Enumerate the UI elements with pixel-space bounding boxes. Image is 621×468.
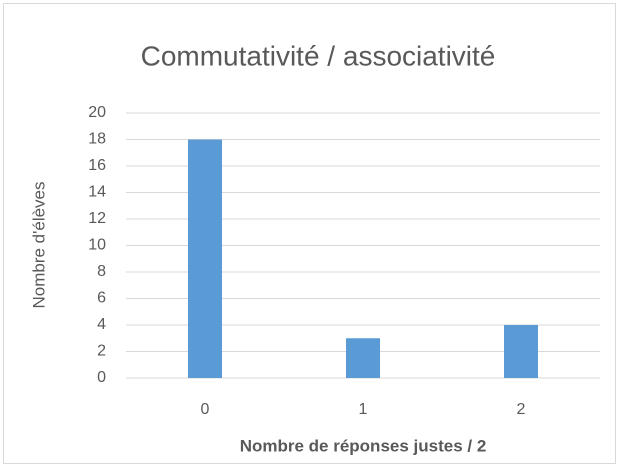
chart-title: Commutativité / associativité bbox=[141, 40, 496, 71]
bar bbox=[346, 338, 380, 378]
y-tick-label: 8 bbox=[97, 263, 106, 280]
y-tick-label: 4 bbox=[97, 316, 106, 333]
y-tick-label: 12 bbox=[88, 210, 106, 227]
bar bbox=[504, 325, 538, 378]
y-tick-label: 14 bbox=[88, 184, 106, 201]
y-tick-label: 18 bbox=[88, 131, 106, 148]
y-axis-label: Nombre d'élèves bbox=[29, 181, 48, 308]
chart-border bbox=[3, 3, 616, 464]
y-tick-label: 20 bbox=[88, 104, 106, 121]
y-tick-label: 10 bbox=[88, 237, 106, 254]
x-tick-label: 2 bbox=[517, 401, 526, 418]
x-tick-label: 1 bbox=[359, 401, 368, 418]
x-tick-label: 0 bbox=[201, 401, 210, 418]
y-tick-label: 16 bbox=[88, 157, 106, 174]
y-tick-label: 2 bbox=[97, 343, 106, 360]
bar bbox=[188, 139, 222, 378]
x-axis-label: Nombre de réponses justes / 2 bbox=[240, 436, 487, 455]
y-tick-label: 6 bbox=[97, 290, 106, 307]
y-tick-label: 0 bbox=[97, 369, 106, 386]
